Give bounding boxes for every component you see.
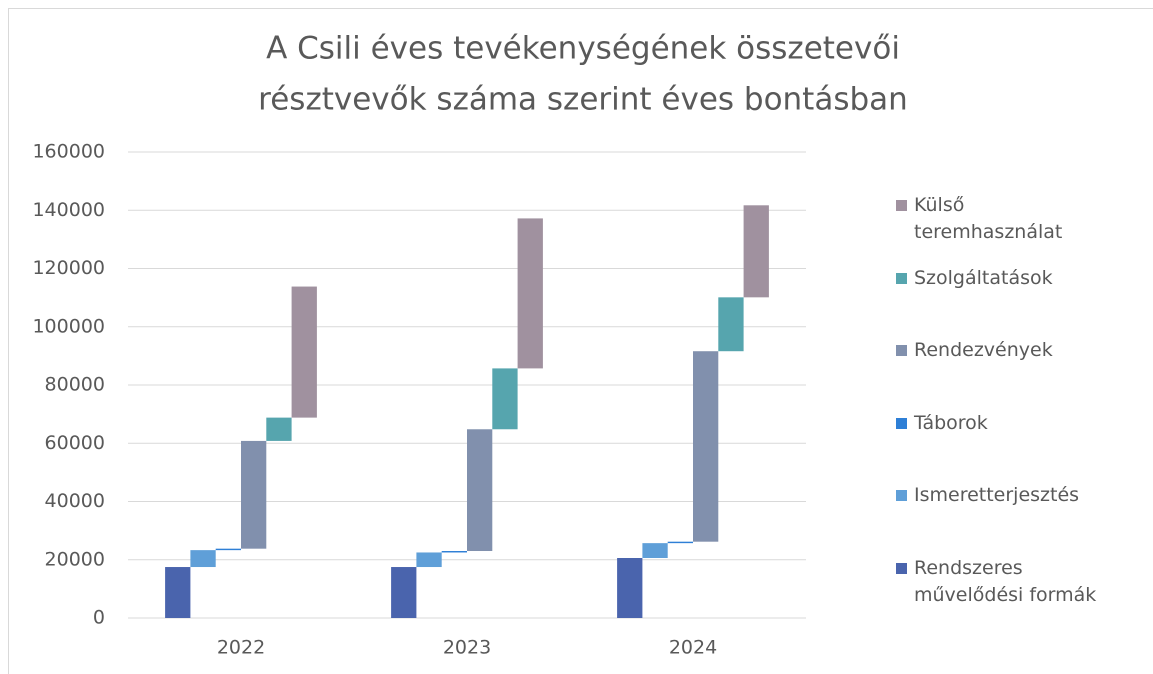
legend-label: Külső teremhasználat [914, 194, 1063, 243]
legend-label: Szolgáltatások [914, 266, 1053, 289]
x-tick-label: 2024 [669, 637, 717, 659]
bar [416, 552, 442, 568]
bar [517, 218, 543, 369]
legend-item: Szolgáltatások [896, 265, 1126, 292]
bar [266, 417, 292, 441]
bar [215, 548, 241, 551]
bar [667, 541, 693, 544]
bar [391, 567, 417, 618]
bar [165, 567, 191, 618]
y-tick-label: 140000 [32, 199, 105, 221]
legend-swatch [896, 417, 907, 429]
legend-item: Rendezvények [896, 337, 1126, 364]
legend-swatch [896, 345, 907, 357]
y-tick-label: 20000 [45, 548, 105, 570]
legend-swatch [896, 563, 907, 574]
bar [241, 440, 267, 549]
y-tick-label: 60000 [45, 432, 105, 454]
legend-label: Rendszeres művelődési formák [914, 557, 1097, 606]
bar [617, 558, 643, 618]
x-tick-label: 2023 [443, 637, 491, 659]
y-tick-label: 100000 [32, 315, 105, 337]
bar [291, 286, 317, 418]
bar [467, 429, 493, 552]
frame [8, 8, 1153, 674]
bar [190, 550, 216, 568]
legend-item: Külső teremhasználat [896, 192, 1126, 246]
bar [693, 351, 719, 542]
y-tick-label: 0 [93, 607, 105, 629]
chart-title: A Csili éves tevékenységének összetevői [266, 31, 900, 67]
legend-label: Táborok [914, 411, 988, 434]
legend-swatch [896, 272, 907, 284]
y-tick-label: 40000 [45, 490, 105, 512]
chart-title: résztvevők száma szerint éves bontásban [258, 82, 908, 118]
bar [743, 205, 769, 298]
legend-item: Rendszeres művelődési formák [896, 555, 1126, 609]
y-tick-label: 160000 [32, 141, 105, 163]
legend-label: Rendezvények [914, 339, 1053, 362]
legend-swatch [896, 490, 907, 502]
y-tick-label: 80000 [45, 374, 105, 396]
y-tick-label: 120000 [32, 257, 105, 279]
legend-item: Táborok [896, 410, 1126, 437]
bar [718, 297, 744, 352]
bar [492, 368, 518, 430]
x-tick-label: 2022 [217, 637, 265, 659]
bar [642, 543, 668, 559]
legend-label: Ismeretterjesztés [914, 484, 1080, 507]
bar [441, 551, 467, 553]
legend-swatch [896, 200, 907, 211]
legend-item: Ismeretterjesztés [896, 482, 1126, 509]
